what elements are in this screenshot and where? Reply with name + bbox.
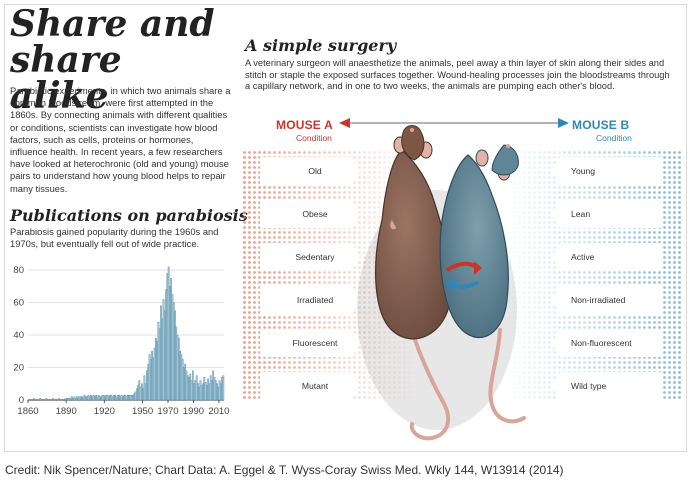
condition-b-non-fluorescent: Non-fluorescent — [571, 338, 632, 348]
x-tick-label: 1990 — [183, 406, 204, 417]
x-tick-label: 2010 — [208, 406, 229, 417]
title-line-1: Share and — [10, 3, 215, 45]
bar — [222, 375, 225, 401]
condition-b-non-irradiated: Non-irradiated — [571, 295, 626, 305]
y-tick-label: 20 — [13, 363, 24, 374]
bar — [51, 398, 54, 401]
mouse-a-condition-label: Condition — [296, 133, 332, 143]
mouse-a-paw — [390, 220, 396, 230]
x-tick-label: 1950 — [132, 406, 153, 417]
condition-a-sedentary: Sedentary — [295, 252, 335, 262]
credit-line: Credit: Nik Spencer/Nature; Chart Data: … — [5, 463, 564, 477]
bar — [32, 398, 35, 401]
condition-a-mutant: Mutant — [301, 381, 329, 391]
y-tick-label: 80 — [13, 265, 24, 276]
mouse-b-fade — [504, 150, 682, 400]
condition-b-wild-type: Wild type — [571, 381, 607, 391]
mouse-a-head — [401, 125, 425, 161]
condition-b-young: Young — [571, 166, 596, 176]
x-tick-label: 1920 — [94, 406, 115, 417]
x-tick-label: 1860 — [17, 406, 38, 417]
mouse-b-body — [439, 154, 509, 339]
mouse-b-figure — [439, 144, 526, 424]
title-line-2: share alike — [10, 39, 122, 117]
bar — [58, 398, 61, 401]
x-tick-label: 1890 — [56, 406, 77, 417]
publications-bar-chart: 0 20 40 60 80 1860 1890 1920 1950 1970 1990 2010 — [13, 265, 229, 417]
publications-description: Parabiosis gained popularity during the … — [10, 226, 219, 249]
mouse-b-label-bands — [552, 157, 662, 400]
y-tick-label: 0 — [19, 395, 24, 406]
x-tick-label: 1970 — [157, 406, 178, 417]
arrow-left-icon — [339, 118, 350, 128]
condition-b-active: Active — [571, 252, 595, 262]
condition-a-irradiated: Irradiated — [296, 295, 334, 305]
mouse-b-condition-label: Condition — [596, 133, 632, 143]
condition-a-fluorescent: Fluorescent — [292, 338, 338, 348]
blood-flow-arrowhead-a-icon — [446, 277, 455, 291]
mouse-b-label: MOUSE B — [572, 118, 630, 132]
surgery-description: A veterinary surgeon will anaesthetize t… — [245, 58, 670, 92]
surgery-title: A simple surgery — [245, 36, 397, 55]
y-tick-label: 40 — [13, 330, 24, 341]
condition-a-obese: Obese — [302, 209, 328, 219]
bar — [45, 398, 48, 401]
mouse-b-tail — [488, 328, 526, 424]
mouse-b-head — [491, 144, 519, 176]
intro-text: Parabiotic experiments, in which two ani… — [10, 85, 231, 194]
parabiosis-illustration — [242, 118, 682, 441]
condition-b-lean: Lean — [571, 209, 591, 219]
mouse-a-figure — [374, 125, 452, 441]
mouse-a-nose — [410, 128, 414, 132]
bar — [39, 398, 41, 401]
mouse-b-nose — [506, 144, 510, 148]
arrow-right-icon — [558, 118, 569, 128]
condition-a-old: Old — [308, 166, 322, 176]
mouse-a-label-bands — [260, 157, 360, 400]
mouse-b-ear-left — [475, 149, 489, 167]
blood-flow-arrowhead-b-icon — [474, 261, 482, 275]
mouse-a-label: MOUSE A — [276, 118, 333, 132]
publications-title: Publications on parabiosis — [10, 206, 248, 225]
y-tick-label: 60 — [13, 298, 24, 309]
main-title: Share and share alike — [10, 6, 230, 114]
